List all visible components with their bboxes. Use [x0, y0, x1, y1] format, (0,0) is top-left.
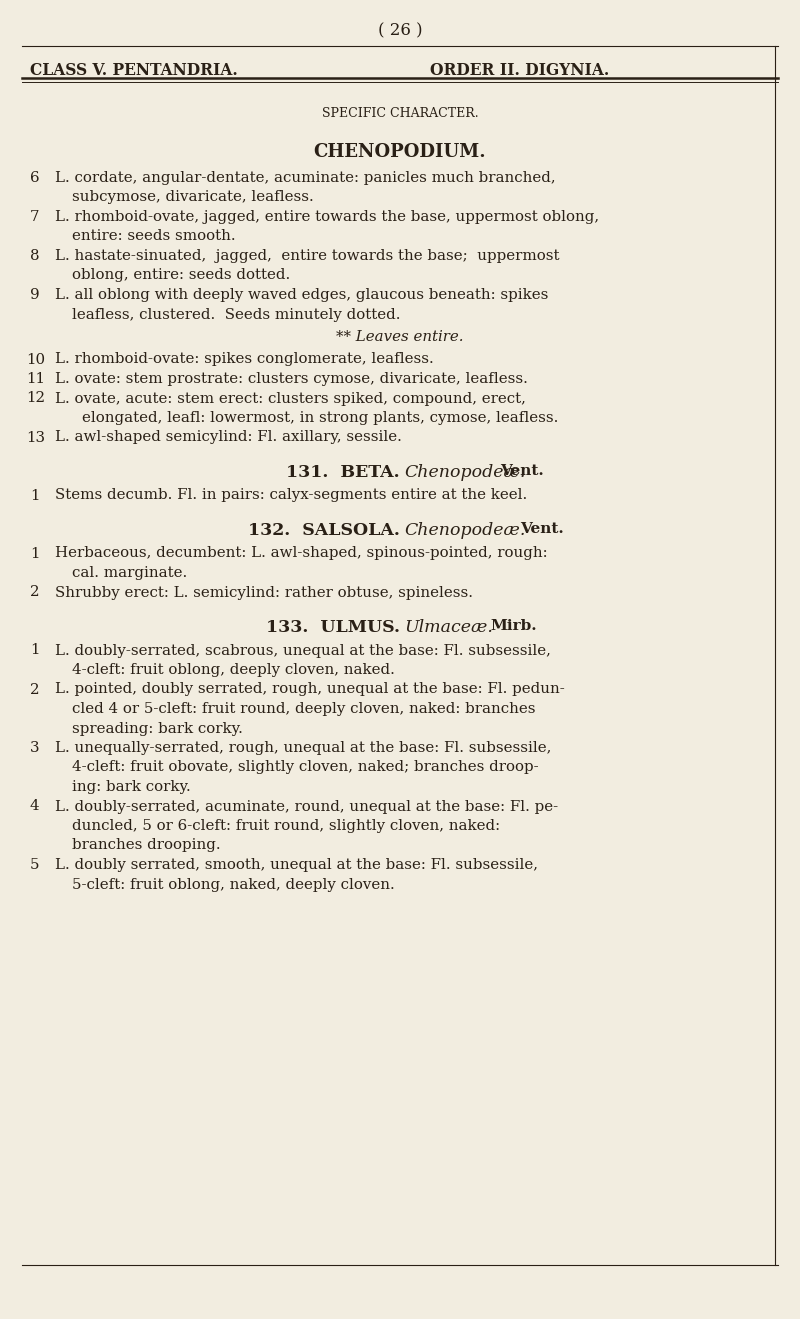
Text: Herbaceous, decumbent: L. awl-shaped, spinous-pointed, rough:: Herbaceous, decumbent: L. awl-shaped, sp…: [55, 546, 548, 561]
Text: 5: 5: [30, 857, 39, 872]
Text: L. awl-shaped semicylind: Fl. axillary, sessile.: L. awl-shaped semicylind: Fl. axillary, …: [55, 430, 402, 445]
Text: Chenopodeæ.: Chenopodeæ.: [404, 522, 526, 539]
Text: L. pointed, doubly serrated, rough, unequal at the base: Fl. pedun-: L. pointed, doubly serrated, rough, uneq…: [55, 682, 565, 696]
Text: subcymose, divaricate, leafless.: subcymose, divaricate, leafless.: [72, 190, 314, 204]
Text: 133.  ULMUS.: 133. ULMUS.: [266, 619, 400, 636]
Text: Ulmaceæ.: Ulmaceæ.: [404, 619, 493, 636]
Text: CHENOPODIUM.: CHENOPODIUM.: [314, 142, 486, 161]
Text: CLASS V. PENTANDRIA.: CLASS V. PENTANDRIA.: [30, 62, 238, 79]
Text: 9: 9: [30, 288, 40, 302]
Text: L. doubly-serrated, acuminate, round, unequal at the base: Fl. pe-: L. doubly-serrated, acuminate, round, un…: [55, 799, 558, 814]
Text: Shrubby erect: L. semicylind: rather obtuse, spineless.: Shrubby erect: L. semicylind: rather obt…: [55, 586, 473, 600]
Text: duncled, 5 or 6-cleft: fruit round, slightly cloven, naked:: duncled, 5 or 6-cleft: fruit round, slig…: [72, 819, 500, 834]
Text: 2: 2: [30, 682, 40, 696]
Text: Vent.: Vent.: [500, 464, 544, 477]
Text: L. ovate: stem prostrate: clusters cymose, divaricate, leafless.: L. ovate: stem prostrate: clusters cymos…: [55, 372, 528, 386]
Text: cal. marginate.: cal. marginate.: [72, 566, 187, 580]
Text: Mirb.: Mirb.: [490, 619, 537, 633]
Text: spreading: bark corky.: spreading: bark corky.: [72, 721, 243, 736]
Text: Chenopodeæ.: Chenopodeæ.: [404, 464, 526, 481]
Text: L. ovate, acute: stem erect: clusters spiked, compound, erect,: L. ovate, acute: stem erect: clusters sp…: [55, 392, 526, 405]
Text: oblong, entire: seeds dotted.: oblong, entire: seeds dotted.: [72, 269, 290, 282]
Text: 5-cleft: fruit oblong, naked, deeply cloven.: 5-cleft: fruit oblong, naked, deeply clo…: [72, 877, 394, 892]
Text: 131.  BETA.: 131. BETA.: [286, 464, 400, 481]
Text: leafless, clustered.  Seeds minutely dotted.: leafless, clustered. Seeds minutely dott…: [72, 307, 401, 322]
Text: elongated, leafl: lowermost, in strong plants, cymose, leafless.: elongated, leafl: lowermost, in strong p…: [82, 412, 558, 425]
Text: 6: 6: [30, 171, 40, 185]
Text: cled 4 or 5-cleft: fruit round, deeply cloven, naked: branches: cled 4 or 5-cleft: fruit round, deeply c…: [72, 702, 535, 716]
Text: 4-cleft: fruit obovate, slightly cloven, naked; branches droop-: 4-cleft: fruit obovate, slightly cloven,…: [72, 761, 538, 774]
Text: ing: bark corky.: ing: bark corky.: [72, 780, 190, 794]
Text: L. cordate, angular-dentate, acuminate: panicles much branched,: L. cordate, angular-dentate, acuminate: …: [55, 171, 556, 185]
Text: 13: 13: [26, 430, 45, 445]
Text: ORDER II. DIGYNIA.: ORDER II. DIGYNIA.: [430, 62, 610, 79]
Text: 1: 1: [30, 488, 39, 503]
Text: Stems decumb. Fl. in pairs: calyx-segments entire at the keel.: Stems decumb. Fl. in pairs: calyx-segmen…: [55, 488, 527, 503]
Text: 1: 1: [30, 644, 39, 657]
Text: L. rhomboid-ovate: spikes conglomerate, leafless.: L. rhomboid-ovate: spikes conglomerate, …: [55, 352, 434, 367]
Text: L. rhomboid-ovate, jagged, entire towards the base, uppermost oblong,: L. rhomboid-ovate, jagged, entire toward…: [55, 210, 599, 224]
Text: 11: 11: [26, 372, 45, 386]
Text: Vent.: Vent.: [520, 522, 564, 536]
Text: SPECIFIC CHARACTER.: SPECIFIC CHARACTER.: [322, 107, 478, 120]
Text: 4-cleft: fruit oblong, deeply cloven, naked.: 4-cleft: fruit oblong, deeply cloven, na…: [72, 663, 395, 677]
Text: 12: 12: [26, 392, 45, 405]
Text: L. all oblong with deeply waved edges, glaucous beneath: spikes: L. all oblong with deeply waved edges, g…: [55, 288, 548, 302]
Text: 10: 10: [26, 352, 45, 367]
Text: 8: 8: [30, 249, 40, 262]
Text: 2: 2: [30, 586, 40, 600]
Text: 7: 7: [30, 210, 39, 224]
Text: 3: 3: [30, 741, 40, 754]
Text: entire: seeds smooth.: entire: seeds smooth.: [72, 230, 236, 244]
Text: L. unequally-serrated, rough, unequal at the base: Fl. subsessile,: L. unequally-serrated, rough, unequal at…: [55, 741, 551, 754]
Text: 4: 4: [30, 799, 40, 814]
Text: L. doubly-serrated, scabrous, unequal at the base: Fl. subsessile,: L. doubly-serrated, scabrous, unequal at…: [55, 644, 551, 657]
Text: 132.  SALSOLA.: 132. SALSOLA.: [248, 522, 400, 539]
Text: ** Leaves entire.: ** Leaves entire.: [336, 330, 464, 344]
Text: 1: 1: [30, 546, 39, 561]
Text: branches drooping.: branches drooping.: [72, 839, 221, 852]
Text: L. hastate-sinuated,  jagged,  entire towards the base;  uppermost: L. hastate-sinuated, jagged, entire towa…: [55, 249, 559, 262]
Text: ( 26 ): ( 26 ): [378, 22, 422, 40]
Text: L. doubly serrated, smooth, unequal at the base: Fl. subsessile,: L. doubly serrated, smooth, unequal at t…: [55, 857, 538, 872]
